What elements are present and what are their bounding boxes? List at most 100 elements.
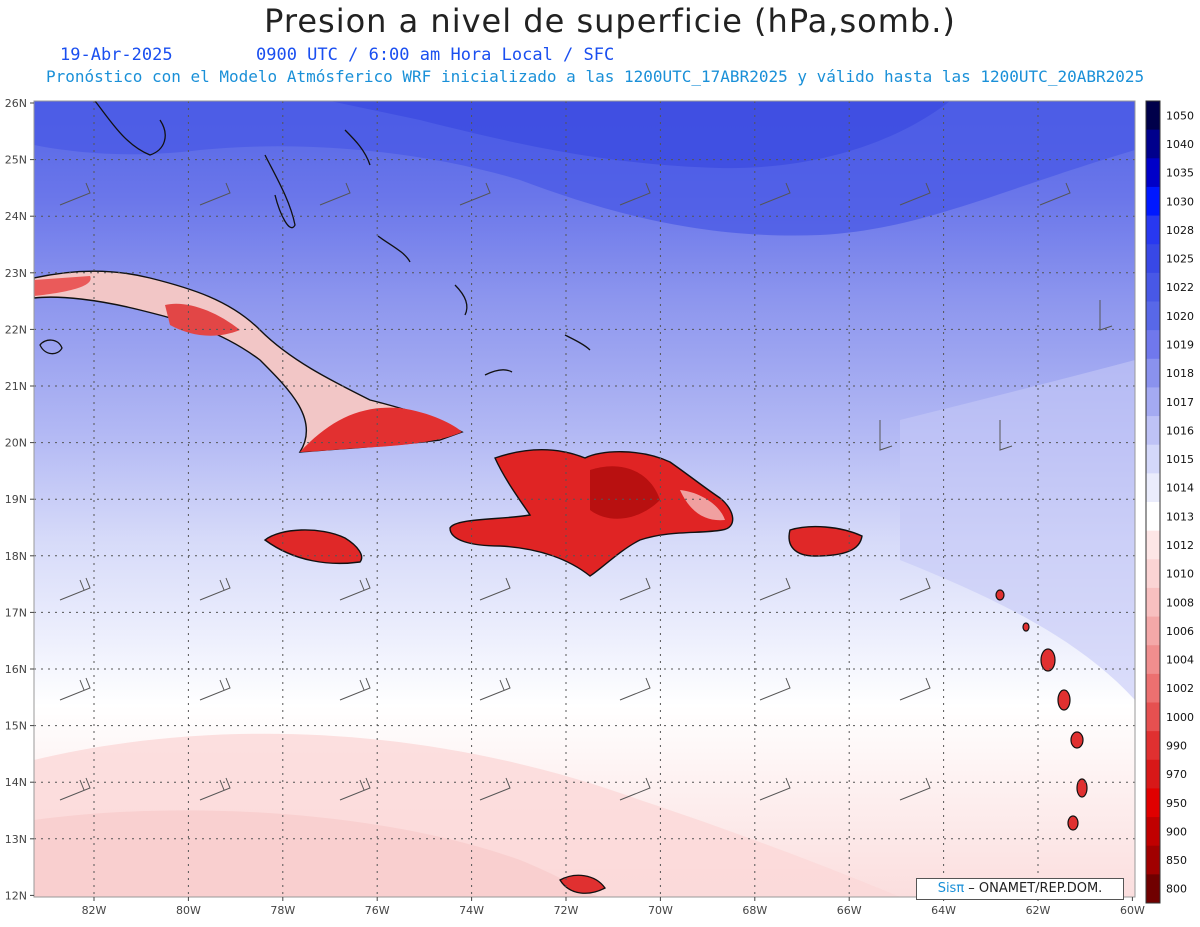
lat-label-16N: 16N: [5, 663, 27, 676]
model-info: Pronóstico con el Modelo Atmósferico WRF…: [46, 67, 1145, 86]
lon-label-62W: 62W: [1026, 904, 1051, 917]
colorbar-label-1012: 1012: [1166, 539, 1194, 552]
lat-label-14N: 14N: [5, 776, 27, 789]
wind-barbs: [59, 182, 1113, 801]
colorbar-label-900: 900: [1166, 825, 1187, 838]
colorbar-swatch-1004: [1146, 645, 1160, 675]
map-field: [34, 101, 1135, 897]
colorbar-swatch-1000: [1146, 702, 1160, 732]
lon-label-76W: 76W: [365, 904, 390, 917]
lat-label-12N: 12N: [5, 889, 27, 902]
colorbar-label-1000: 1000: [1166, 711, 1194, 724]
lon-label-80W: 80W: [176, 904, 201, 917]
puerto-rico-island: [788, 525, 863, 557]
hispaniola-island: [449, 449, 734, 577]
lon-label-78W: 78W: [270, 904, 295, 917]
colorbar-swatch-1040: [1146, 129, 1160, 159]
lon-label-68W: 68W: [742, 904, 767, 917]
colorbar-label-1014: 1014: [1166, 482, 1194, 495]
lat-label-23N: 23N: [5, 267, 27, 280]
colorbar-label-1018: 1018: [1166, 367, 1194, 380]
lon-label-70W: 70W: [648, 904, 673, 917]
colorbar-label-1030: 1030: [1166, 195, 1194, 208]
colorbar-swatch-1050: [1146, 101, 1160, 131]
colorbar-swatch-1002: [1146, 673, 1160, 703]
graticule: [34, 101, 1135, 897]
colorbar-label-1006: 1006: [1166, 625, 1194, 638]
lat-label-13N: 13N: [5, 833, 27, 846]
longitude-labels: 82W 80W 78W 76W 74W 72W 70W 68W 66W 64W 62W 60W: [82, 904, 1145, 917]
colorbar-swatch-1012: [1146, 530, 1160, 560]
colorbar-label-1016: 1016: [1166, 424, 1194, 437]
colorbar-swatch-990: [1146, 731, 1160, 761]
lat-label-20N: 20N: [5, 437, 27, 450]
lon-label-64W: 64W: [931, 904, 956, 917]
pressure-colorbar: 1050 1040 1035 1030 1028 1025 1022 1020 1019 1018…: [1145, 100, 1194, 904]
colorbar-swatch-1025: [1146, 244, 1160, 274]
colorbar-swatch-1006: [1146, 616, 1160, 646]
colorbar-label-1010: 1010: [1166, 568, 1194, 581]
colorbar-label-1028: 1028: [1166, 224, 1194, 237]
colorbar-label-1002: 1002: [1166, 682, 1194, 695]
forecast-date: 19-Abr-2025: [60, 45, 173, 65]
lat-label-26N: 26N: [5, 97, 27, 110]
colorbar-swatch-970: [1146, 759, 1160, 789]
colorbar-swatch-1010: [1146, 559, 1160, 589]
colorbar-swatch-1015: [1146, 444, 1160, 474]
colorbar-swatch-1030: [1146, 186, 1160, 217]
colorbar-label-1019: 1019: [1166, 338, 1194, 351]
credit-org: – ONAMET/REP.DOM.: [964, 881, 1103, 896]
lat-label-24N: 24N: [5, 210, 27, 223]
credit-brand: Sisπ: [937, 881, 965, 896]
colorbar-label-800: 800: [1166, 883, 1187, 896]
colorbar-swatch-1016: [1146, 416, 1160, 446]
latitude-labels: 26N 25N 24N 23N 22N 21N 20N 19N 18N 17N 16N 15N 14N 1…: [5, 97, 27, 902]
colorbar-swatch-900: [1146, 817, 1160, 847]
lat-label-18N: 18N: [5, 550, 27, 563]
colorbar-label-1008: 1008: [1166, 596, 1194, 609]
colorbar-swatch-1014: [1146, 473, 1160, 503]
colorbar-swatch-1035: [1146, 158, 1160, 188]
colorbar-label-1017: 1017: [1166, 396, 1194, 409]
forecast-time: 0900 UTC / 6:00 am Hora Local / SFC: [256, 45, 615, 65]
colorbar-label-1020: 1020: [1166, 310, 1194, 323]
colorbar-label-1040: 1040: [1166, 138, 1194, 151]
colorbar-label-1035: 1035: [1166, 167, 1194, 180]
colorbar-label-850: 850: [1166, 854, 1187, 867]
lat-label-19N: 19N: [5, 493, 27, 506]
lon-label-66W: 66W: [837, 904, 862, 917]
colorbar-label-970: 970: [1166, 768, 1187, 781]
colorbar-swatch-800: [1146, 874, 1160, 904]
colorbar-swatch-1017: [1146, 387, 1160, 417]
colorbar-swatch-1013: [1146, 502, 1160, 532]
lon-label-72W: 72W: [554, 904, 579, 917]
cuba-island: [34, 270, 464, 453]
lat-label-17N: 17N: [5, 606, 27, 619]
lat-label-22N: 22N: [5, 323, 27, 336]
colorbar-swatch-1028: [1146, 215, 1160, 245]
colorbar-label-950: 950: [1166, 797, 1187, 810]
jamaica-island: [263, 529, 363, 565]
colorbar-label-1050: 1050: [1166, 109, 1194, 122]
colorbar-label-1004: 1004: [1166, 654, 1194, 667]
colorbar-swatch-1008: [1146, 587, 1160, 618]
colorbar-swatch-1022: [1146, 272, 1160, 302]
colorbar-label-990: 990: [1166, 739, 1187, 752]
lon-label-82W: 82W: [82, 904, 107, 917]
lesser-antilles: [995, 589, 1088, 831]
colorbar-swatch-850: [1146, 845, 1160, 875]
colorbar-swatch-1019: [1146, 330, 1160, 360]
lat-label-21N: 21N: [5, 380, 27, 393]
colorbar-label-1013: 1013: [1166, 510, 1194, 523]
colorbar-swatch-1020: [1146, 301, 1160, 331]
colorbar-label-1015: 1015: [1166, 453, 1194, 466]
credit-box: Sisπ – ONAMET/REP.DOM.: [916, 878, 1124, 900]
colorbar-label-1025: 1025: [1166, 253, 1194, 266]
bahamas-outline: [39, 101, 606, 894]
lon-label-74W: 74W: [459, 904, 484, 917]
lon-label-60W: 60W: [1120, 904, 1145, 917]
lat-label-15N: 15N: [5, 720, 27, 733]
lat-label-25N: 25N: [5, 154, 27, 167]
colorbar-swatch-950: [1146, 788, 1160, 818]
